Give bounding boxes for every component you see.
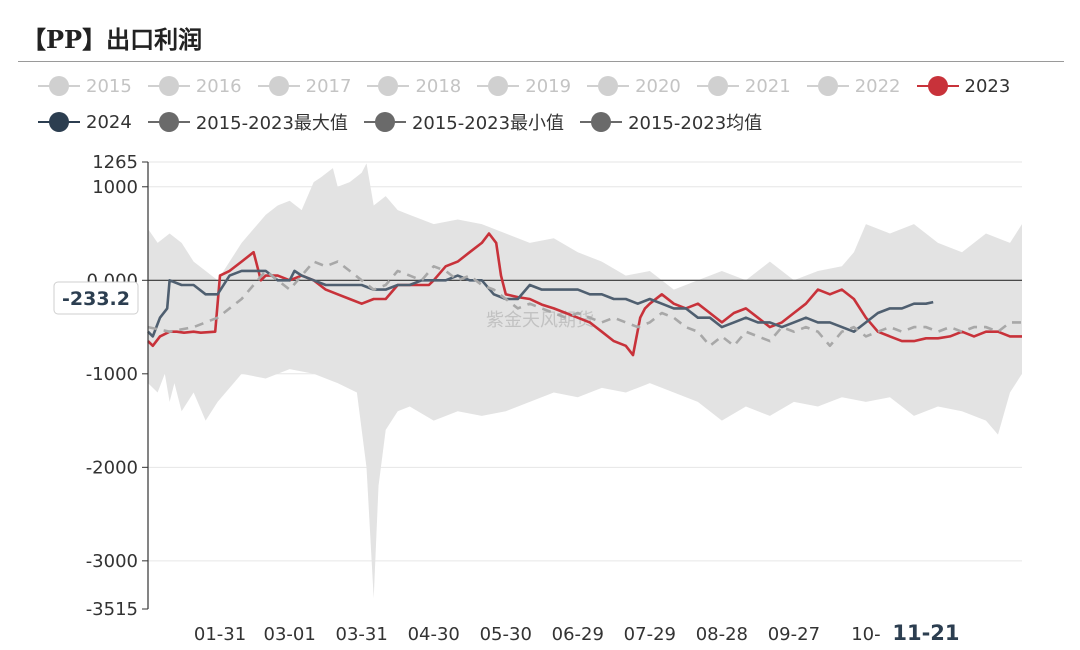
legend-label: 2017 xyxy=(305,75,352,97)
page-title: 【PP】出口利润 xyxy=(22,25,203,54)
x-tick-label: 09-27 xyxy=(768,624,820,645)
legend-label: 2021 xyxy=(744,75,791,97)
series-line-2023 xyxy=(147,232,1022,357)
legend-label: 2020 xyxy=(635,75,681,97)
legend-item-2023[interactable]: 2023 xyxy=(916,75,1011,97)
legend-marker-icon xyxy=(806,76,849,96)
x-tick-label: 07-29 xyxy=(624,624,676,645)
legend-label: 2015-2023最小值 xyxy=(411,113,565,134)
legend-item-2021[interactable]: 2021 xyxy=(696,75,791,97)
pointer-label-box xyxy=(53,281,139,315)
legend-label: 2015-2023最大值 xyxy=(195,113,348,134)
x-tick-label: 05-30 xyxy=(480,624,532,645)
x-tick-label: 01-31 xyxy=(194,624,246,645)
x-tick-label: 04-30 xyxy=(408,624,460,645)
y-tick-label: -1000 xyxy=(86,364,138,385)
legend-item-2017[interactable]: 2017 xyxy=(257,75,352,97)
legend-marker-icon xyxy=(257,76,300,96)
legend-marker-icon xyxy=(367,76,410,96)
legend-label: 2024 xyxy=(86,111,132,133)
series-line-2015-2023均值 xyxy=(147,260,1022,348)
x-tick-label: 03-01 xyxy=(264,624,316,645)
legend-item-2015-2023最小值[interactable]: 2015-2023最小值 xyxy=(363,109,565,135)
x-tick-label: 06-29 xyxy=(552,624,604,645)
legend-marker-icon xyxy=(587,76,630,96)
legend-item-2015-2023均值[interactable]: 2015-2023均值 xyxy=(580,109,762,135)
legend-item-2018[interactable]: 2018 xyxy=(367,76,461,97)
legend-item-2022[interactable]: 2022 xyxy=(806,75,901,97)
x-tick-label: 10- xyxy=(851,624,880,645)
legend-label: 2015-2023均值 xyxy=(628,113,763,134)
y-tick-label: -3000 xyxy=(86,551,138,572)
legend-row: 2015 2016 2017 2018 2019 2020 2021 2022 2023 xyxy=(38,68,1068,104)
legend-marker-icon xyxy=(696,76,739,96)
legend-marker-icon xyxy=(38,76,80,96)
legend-item-2015-2023最大值[interactable]: 2015-2023最大值 xyxy=(147,109,348,135)
title-divider xyxy=(18,61,1064,62)
y-axis-pointer-label: -233.2 xyxy=(53,281,139,315)
legend-item-2024[interactable]: 2024 xyxy=(38,112,132,133)
legend-marker-icon xyxy=(580,112,623,132)
legend-item-2019[interactable]: 2019 xyxy=(477,76,571,97)
legend-item-2016[interactable]: 2016 xyxy=(147,75,242,97)
series-line-2024 xyxy=(147,269,934,338)
legend-label: 2016 xyxy=(195,75,242,97)
legend-marker-icon xyxy=(147,112,190,132)
x-tick-label: 08-28 xyxy=(696,624,748,645)
legend-label: 2015 xyxy=(86,75,132,97)
legend-label: 2018 xyxy=(415,75,462,97)
legend-label: 2019 xyxy=(525,75,572,97)
x-tick-label: 03-31 xyxy=(336,624,388,645)
legend-marker-icon xyxy=(477,76,520,96)
range-band xyxy=(148,163,1022,599)
legend-row: 2024 2015-2023最大值 2015-2023最小值 2015-2023均值 xyxy=(38,104,1068,140)
legend-marker-icon xyxy=(916,76,959,96)
legend-marker-icon xyxy=(147,76,190,96)
watermark: 紫金天风期货 xyxy=(486,310,594,331)
pointer-label-text: -233.2 xyxy=(62,288,130,310)
legend-marker-icon xyxy=(363,112,406,132)
legend-item-2015[interactable]: 2015 xyxy=(38,76,132,97)
legend: 2015 2016 2017 2018 2019 2020 2021 2022 2023 202… xyxy=(38,68,1068,140)
legend-label: 2023 xyxy=(964,75,1011,97)
y-tick-label: -3515 xyxy=(86,599,138,620)
y-tick-label: -2000 xyxy=(86,457,138,478)
legend-marker-icon xyxy=(38,112,80,132)
x-tick-label: 11-21 xyxy=(892,621,959,645)
legend-item-2020[interactable]: 2020 xyxy=(587,76,681,97)
y-tick-label: 1265 xyxy=(92,152,138,173)
legend-label: 2022 xyxy=(854,75,901,97)
y-tick-label: 1000 xyxy=(92,177,138,198)
